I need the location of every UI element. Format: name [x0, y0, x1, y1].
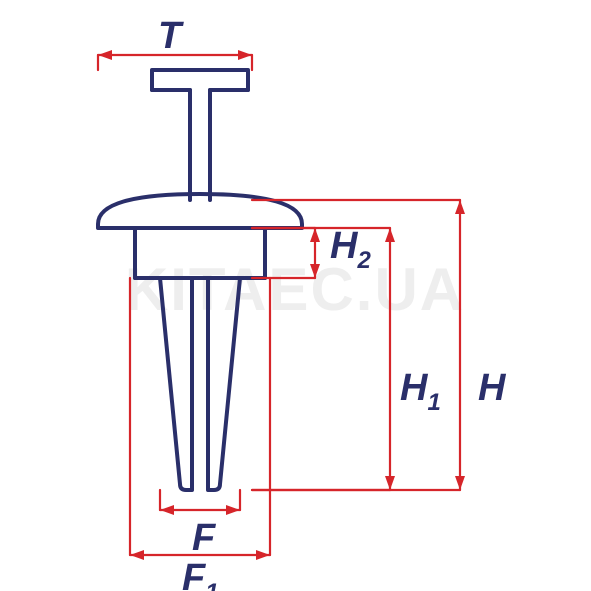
label-h2: H2 — [330, 225, 371, 274]
watermark-text: KITAEC.UA — [125, 256, 465, 323]
label-h: H — [478, 367, 507, 409]
label-t: T — [158, 15, 184, 57]
label-f1: F1 — [182, 557, 219, 591]
label-h1: H1 — [400, 367, 441, 416]
label-f: F — [192, 517, 217, 559]
technical-diagram: KITAEC.UA T H2 H1 H FF1 — [0, 0, 591, 591]
